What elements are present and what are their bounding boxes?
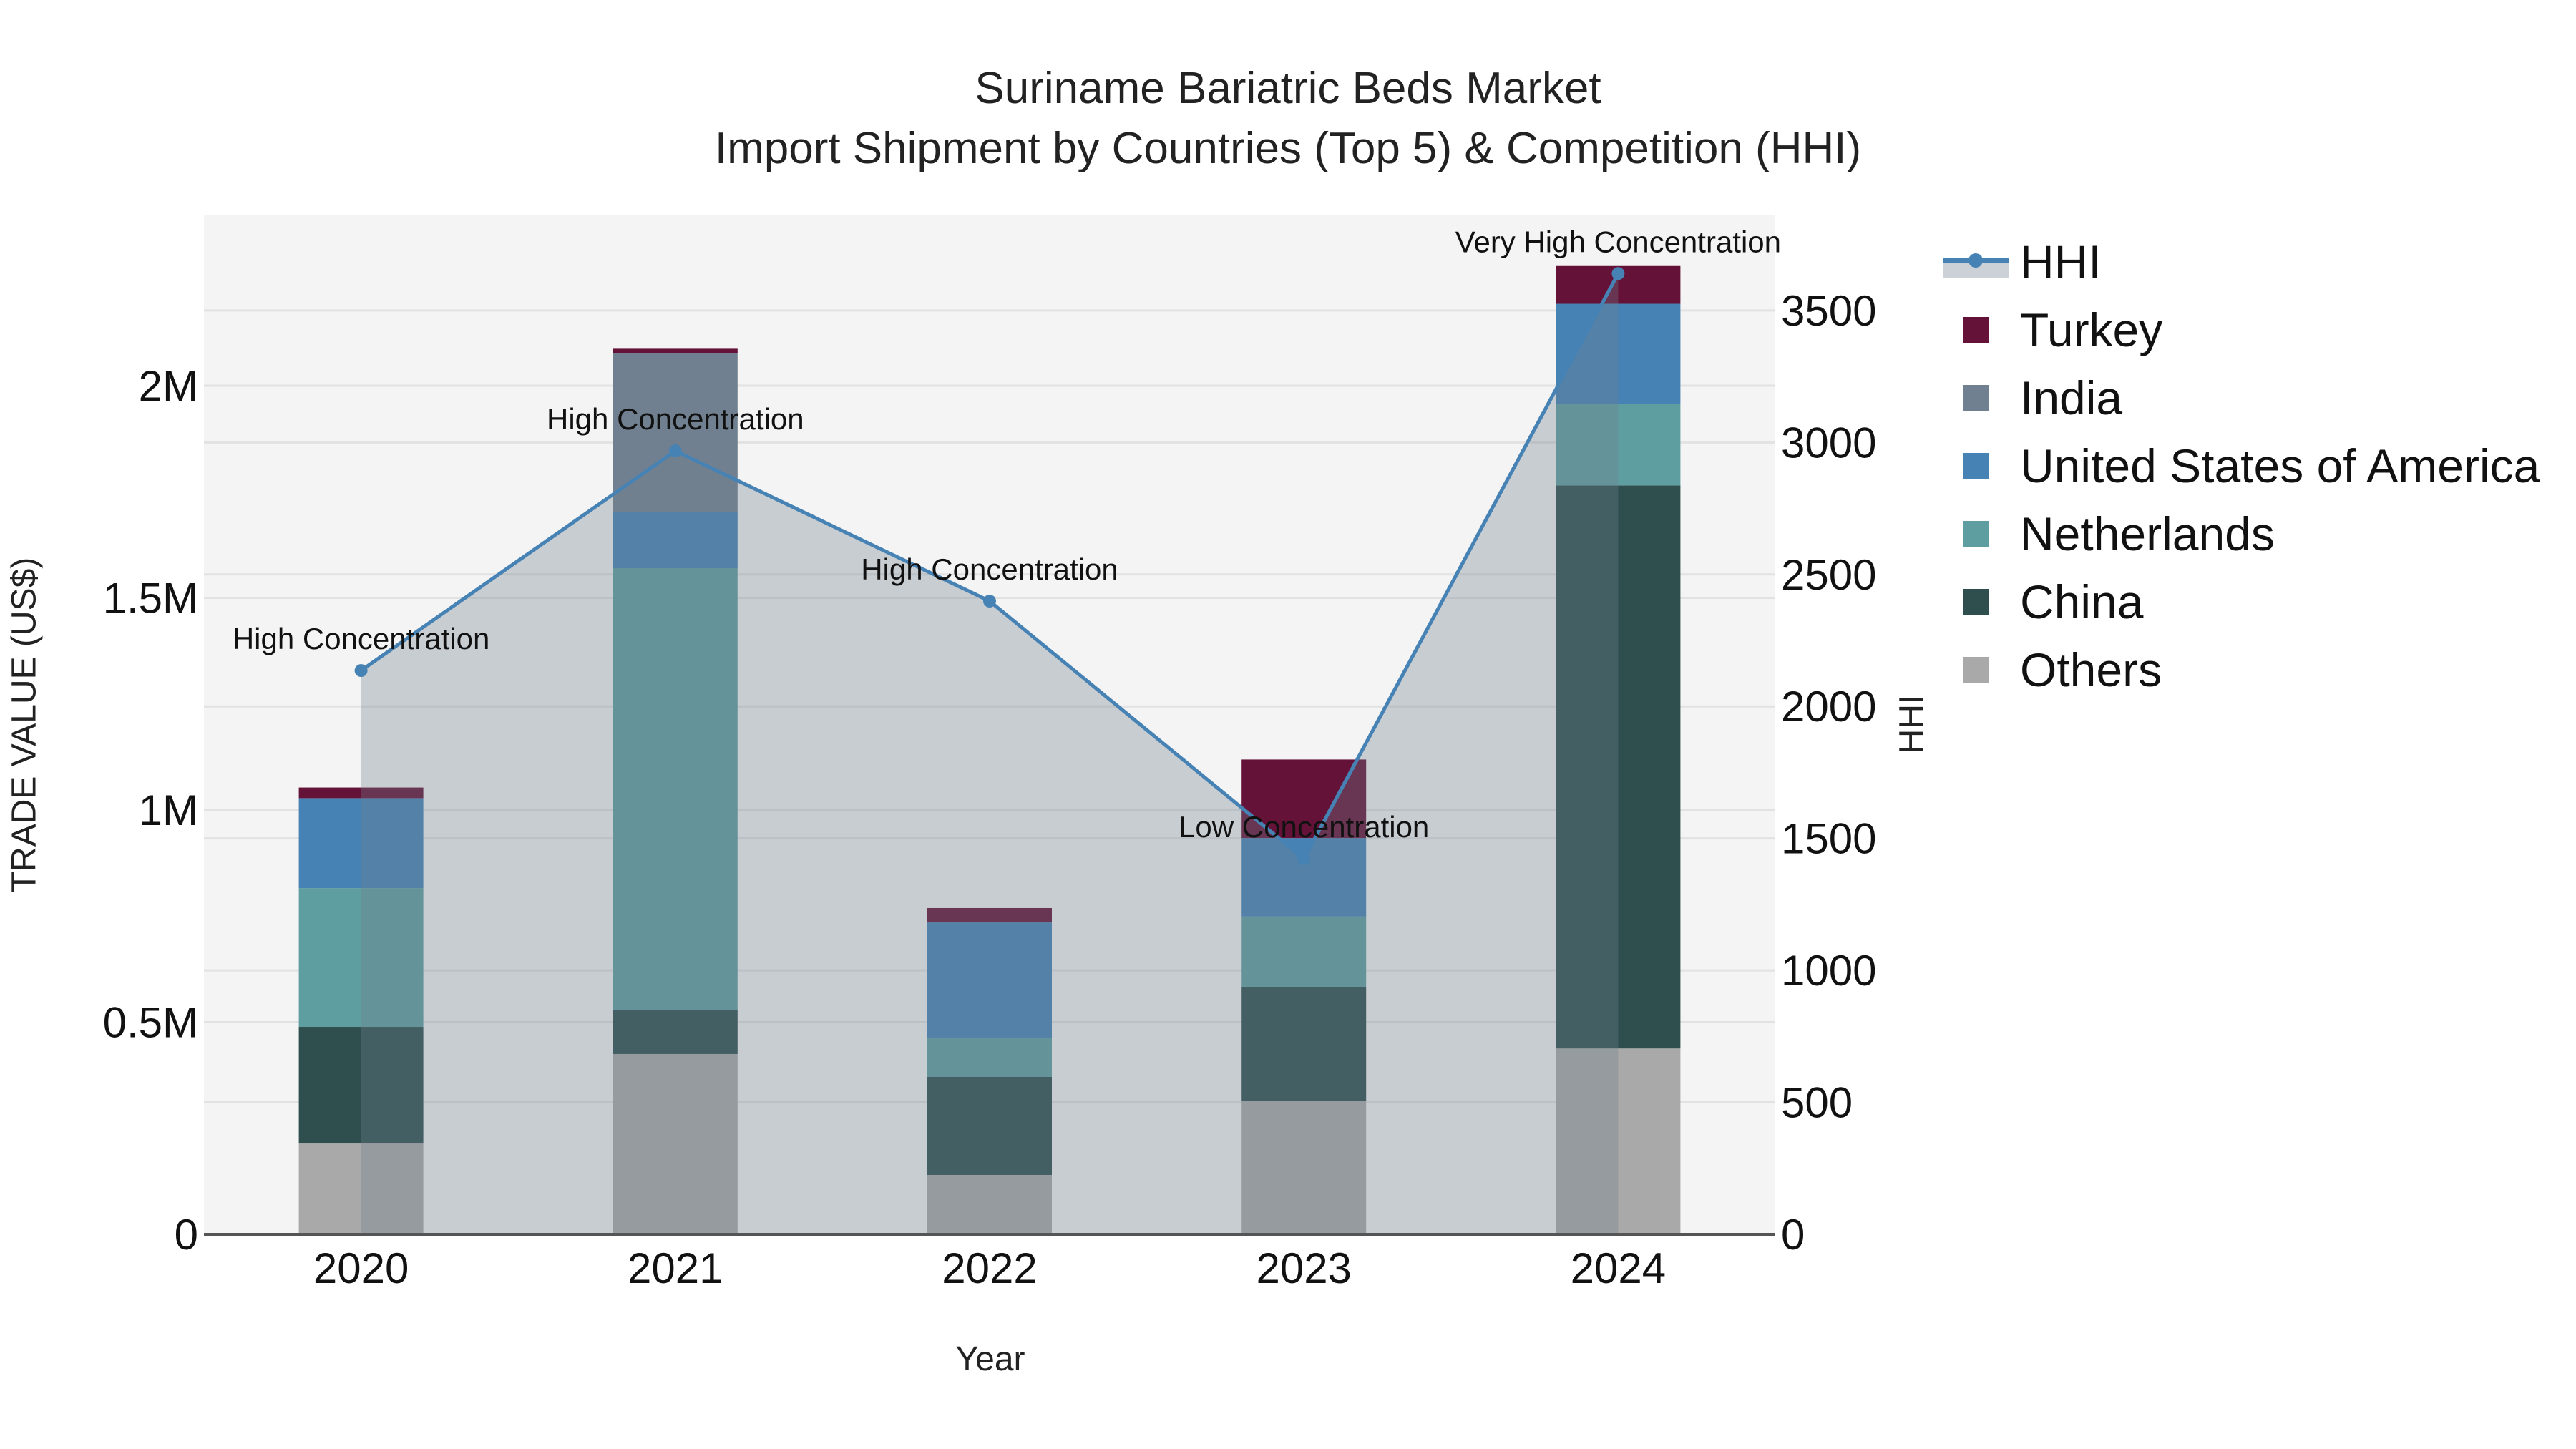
bar-segment[interactable] bbox=[927, 907, 1052, 923]
legend-label: Turkey bbox=[2020, 303, 2163, 356]
y-right-tick-label: 3500 bbox=[1781, 287, 1876, 335]
chart-subtitle: Import Shipment by Countries (Top 5) & C… bbox=[714, 124, 1862, 173]
hhi-annotation-label: High Concentration bbox=[233, 622, 490, 655]
legend-label: Others bbox=[2020, 643, 2162, 696]
y-right-tick-label: 1000 bbox=[1781, 947, 1876, 995]
stacked-bars bbox=[298, 265, 1681, 1234]
legend-item-netherlands[interactable]: Netherlands bbox=[1943, 499, 2540, 567]
line-marker-icon bbox=[1943, 248, 2009, 278]
legend: HHI Turkey India United States of Americ… bbox=[1943, 228, 2540, 703]
bar-segment[interactable] bbox=[1556, 1048, 1681, 1234]
x-tick-label: 2022 bbox=[942, 1244, 1037, 1292]
bar-segment[interactable] bbox=[927, 1174, 1052, 1234]
bar-segment[interactable] bbox=[1556, 485, 1681, 1049]
hhi-annotation-label: Low Concentration bbox=[1179, 810, 1429, 844]
y-left-tick-label: 1.5M bbox=[103, 574, 198, 622]
hhi-annotation-label: High Concentration bbox=[547, 402, 804, 436]
axes: 0 0.5M 1M 1.5M 2M 0 500 1000 1500 2000 2500 3000 350… bbox=[103, 287, 1877, 1292]
bar-segment[interactable] bbox=[613, 353, 738, 512]
bar-segment[interactable] bbox=[613, 1053, 738, 1234]
bar-segment[interactable] bbox=[613, 567, 738, 1010]
legend-fill bbox=[1943, 261, 2009, 278]
bar-segment[interactable] bbox=[1556, 404, 1681, 486]
y-left-tick-label: 1M bbox=[139, 786, 198, 834]
bar-segment[interactable] bbox=[613, 348, 738, 353]
square-swatch-icon bbox=[1963, 384, 1989, 411]
y-left-tick-label: 0 bbox=[175, 1211, 198, 1259]
x-tick-label: 2021 bbox=[628, 1244, 723, 1292]
y-right-tick-label: 500 bbox=[1781, 1079, 1853, 1127]
x-tick-label: 2023 bbox=[1256, 1244, 1351, 1292]
hhi-point[interactable] bbox=[354, 664, 368, 678]
legend-dot bbox=[1968, 253, 1983, 268]
legend-label: United States of America bbox=[2020, 439, 2540, 492]
bar-segment[interactable] bbox=[1241, 838, 1367, 917]
bar-segment[interactable] bbox=[613, 512, 738, 568]
legend-item-turkey[interactable]: Turkey bbox=[1943, 296, 2540, 364]
bar-segment[interactable] bbox=[298, 1143, 424, 1234]
legend-item-usa[interactable]: United States of America bbox=[1943, 431, 2540, 499]
legend-label: HHI bbox=[2020, 235, 2102, 288]
x-axis-title: Year bbox=[955, 1340, 1025, 1378]
square-swatch-icon bbox=[1963, 656, 1989, 683]
y-right-tick-label: 2000 bbox=[1781, 683, 1876, 731]
y-left-tick-label: 2M bbox=[139, 362, 198, 410]
y-axis-right-title: HHI bbox=[1893, 694, 1931, 754]
bar-segment[interactable] bbox=[927, 1076, 1052, 1175]
y-right-tick-label: 3000 bbox=[1781, 419, 1876, 467]
bar-segment[interactable] bbox=[298, 888, 424, 1028]
square-swatch-icon bbox=[1963, 520, 1989, 547]
legend-item-china[interactable]: China bbox=[1943, 567, 2540, 635]
bar-segment[interactable] bbox=[298, 798, 424, 889]
hhi-point[interactable] bbox=[1297, 852, 1311, 866]
hhi-annotations: High Concentration High Concentration High… bbox=[233, 225, 1781, 844]
bar-segment[interactable] bbox=[1241, 916, 1367, 987]
hhi-annotation-label: High Concentration bbox=[861, 552, 1118, 586]
y-left-tick-label: 0.5M bbox=[103, 998, 198, 1046]
bar-segment[interactable] bbox=[927, 922, 1052, 1039]
square-swatch-icon bbox=[1963, 588, 1989, 615]
bar-segment[interactable] bbox=[1241, 987, 1367, 1101]
hhi-point[interactable] bbox=[668, 444, 682, 458]
y-right-tick-label: 0 bbox=[1781, 1211, 1805, 1259]
x-tick-label: 2020 bbox=[313, 1244, 409, 1292]
bar-segment[interactable] bbox=[1241, 1101, 1367, 1234]
square-swatch-icon bbox=[1963, 452, 1989, 479]
legend-label: Netherlands bbox=[2020, 507, 2275, 560]
legend-item-others[interactable]: Others bbox=[1943, 635, 2540, 703]
hhi-line-series bbox=[354, 267, 1625, 1234]
legend-item-hhi[interactable]: HHI bbox=[1943, 228, 2540, 296]
bar-segment[interactable] bbox=[927, 1038, 1052, 1077]
hhi-point[interactable] bbox=[983, 595, 996, 608]
legend-label: India bbox=[2020, 371, 2123, 424]
square-swatch-icon bbox=[1963, 316, 1989, 343]
x-tick-label: 2024 bbox=[1571, 1244, 1666, 1292]
legend-item-india[interactable]: India bbox=[1943, 364, 2540, 431]
hhi-area-fill bbox=[361, 273, 1619, 1234]
hhi-annotation-label: Very High Concentration bbox=[1455, 225, 1781, 258]
bar-segment[interactable] bbox=[298, 787, 424, 799]
bar-segment[interactable] bbox=[613, 1010, 738, 1054]
y-axis-left-title: TRADE VALUE (US$) bbox=[5, 557, 44, 893]
chart-title: Suriname Bariatric Beds Market bbox=[975, 64, 1601, 113]
y-right-tick-label: 2500 bbox=[1781, 551, 1876, 599]
y-right-tick-label: 1500 bbox=[1781, 815, 1876, 863]
bar-segment[interactable] bbox=[298, 1027, 424, 1144]
legend-label: China bbox=[2020, 575, 2144, 628]
hhi-point[interactable] bbox=[1611, 267, 1625, 280]
